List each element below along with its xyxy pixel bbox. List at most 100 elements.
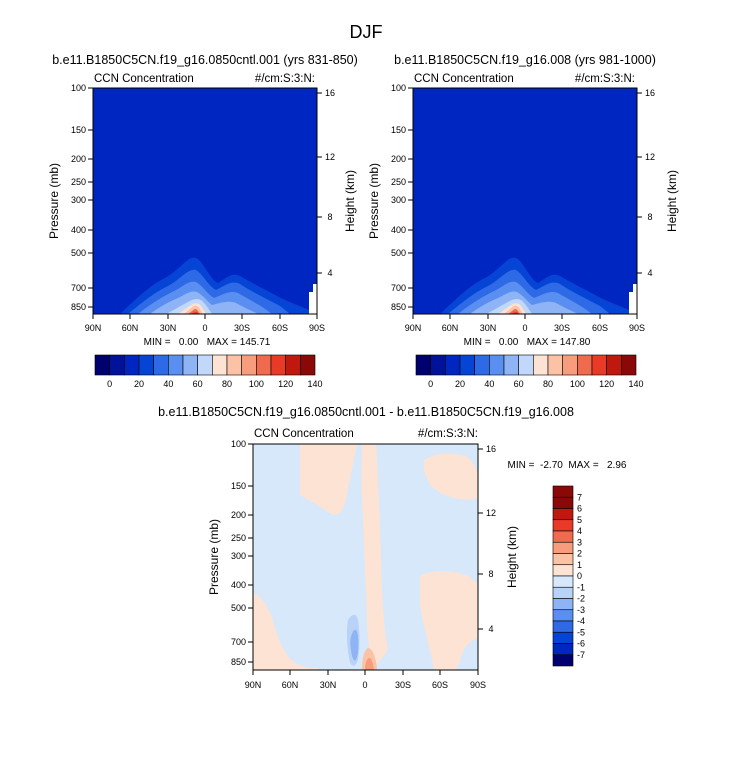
min-max-stats: MIN = 0.00 MAX = 145.71 bbox=[144, 337, 271, 348]
x-tick-label: 90N bbox=[245, 680, 262, 690]
x-tick-label: 60S bbox=[592, 323, 608, 333]
figure-title: DJF bbox=[350, 22, 383, 42]
y2-tick-label: 8 bbox=[488, 569, 493, 579]
x-tick-label: 30S bbox=[554, 323, 570, 333]
x-tick-label: 30S bbox=[234, 323, 250, 333]
y2-axis: 16 12 8 4 Height (km) bbox=[637, 88, 679, 278]
negative-region-core bbox=[350, 629, 359, 661]
min-max-stats: MIN = -2.70 MAX = 2.96 bbox=[508, 460, 627, 471]
contour-field bbox=[93, 88, 317, 314]
colorbar-swatch bbox=[552, 575, 574, 588]
y-tick-label: 300 bbox=[231, 551, 246, 561]
colorbar-label: 100 bbox=[249, 379, 264, 389]
colorbar-swatch bbox=[94, 354, 110, 376]
colorbar-swatch bbox=[552, 541, 574, 554]
y2-tick-label: 16 bbox=[486, 444, 496, 454]
colorbar-swatch bbox=[474, 354, 490, 376]
variable-label: CCN Concentration bbox=[94, 73, 194, 85]
colorbar-label: 0 bbox=[107, 379, 112, 389]
colorbar-label: -6 bbox=[577, 639, 585, 649]
colorbar-swatch bbox=[547, 354, 563, 376]
x-tick-label: 60N bbox=[442, 323, 459, 333]
colorbar-swatch bbox=[518, 354, 534, 376]
x-axis: 90N 60N 30N 0 30S 60S 90S bbox=[405, 314, 645, 333]
positive-region-north bbox=[253, 592, 318, 670]
colorbar-swatch bbox=[430, 354, 446, 376]
positive-region-southern-low bbox=[420, 570, 478, 670]
y2-tick-label: 16 bbox=[325, 88, 335, 98]
units-label: #/cm:S:3:N: bbox=[418, 428, 478, 440]
y2-tick-label: 4 bbox=[488, 624, 493, 634]
colorbar-label: 80 bbox=[222, 379, 232, 389]
colorbar-swatch bbox=[552, 586, 574, 599]
colorbar-swatch bbox=[552, 508, 574, 521]
colorbar-label: 20 bbox=[455, 379, 465, 389]
colorbar-swatch bbox=[256, 354, 272, 376]
x-tick-label: 60S bbox=[272, 323, 288, 333]
y-axis: 100 150 200 250 300 400 500 700 850 Pres… bbox=[367, 83, 413, 312]
y-tick-label: 400 bbox=[71, 225, 86, 235]
y-tick-label: 700 bbox=[391, 283, 406, 293]
colorbar-label: 4 bbox=[577, 526, 582, 536]
colorbar-label: 40 bbox=[484, 379, 494, 389]
missing-data-mask-step bbox=[313, 284, 317, 292]
panel-control: b.e11.B1850C5CN.f19_g16.0850cntl.001 (yr… bbox=[47, 53, 358, 389]
y-tick-label: 150 bbox=[71, 125, 86, 135]
x-tick-label: 30N bbox=[320, 680, 337, 690]
colorbar-label: 2 bbox=[577, 549, 582, 559]
contour-field bbox=[413, 88, 637, 314]
colorbar-label: 0 bbox=[577, 571, 582, 581]
colorbar-swatch bbox=[226, 354, 242, 376]
colorbar-label: 3 bbox=[577, 537, 582, 547]
colorbar-label: 120 bbox=[599, 379, 614, 389]
x-tick-label: 30N bbox=[160, 323, 177, 333]
x-axis: 90N 60N 30N 0 30S 60S 90S bbox=[245, 670, 486, 690]
colorbar-swatch bbox=[197, 354, 213, 376]
colorbar-label: -7 bbox=[577, 650, 585, 660]
y-axis-title: Pressure (mb) bbox=[367, 163, 381, 239]
colorbar-swatch bbox=[285, 354, 301, 376]
y-tick-label: 100 bbox=[231, 439, 246, 449]
colorbar-swatch bbox=[109, 354, 125, 376]
y-tick-label: 850 bbox=[231, 657, 246, 667]
colorbar-swatch bbox=[445, 354, 461, 376]
colorbar-label: -1 bbox=[577, 582, 585, 592]
y-tick-label: 250 bbox=[231, 533, 246, 543]
units-label: #/cm:S:3:N: bbox=[575, 73, 635, 85]
y2-axis-title: Height (km) bbox=[505, 526, 519, 588]
x-tick-label: 30N bbox=[480, 323, 497, 333]
colorbar-swatch bbox=[533, 354, 549, 376]
missing-data-mask bbox=[309, 292, 317, 314]
colorbar-swatch bbox=[621, 354, 637, 376]
colorbar-swatch bbox=[552, 643, 574, 656]
y-axis-title: Pressure (mb) bbox=[47, 163, 61, 239]
colorbar-swatch bbox=[138, 354, 154, 376]
x-axis: 90N 60N 30N 0 30S 60S 90S bbox=[85, 314, 325, 333]
missing-data-mask bbox=[629, 292, 637, 314]
panel-difference: b.e11.B1850C5CN.f19_g16.0850cntl.001 - b… bbox=[158, 405, 627, 690]
colorbar-label: 1 bbox=[577, 560, 582, 570]
colorbar-label: 5 bbox=[577, 515, 582, 525]
missing-data-mask-step bbox=[633, 284, 637, 292]
x-tick-label: 90S bbox=[629, 323, 645, 333]
y-tick-label: 850 bbox=[391, 302, 406, 312]
y2-tick-label: 12 bbox=[486, 508, 496, 518]
x-tick-label: 60S bbox=[432, 680, 448, 690]
x-tick-label: 0 bbox=[522, 323, 527, 333]
panel-title: b.e11.B1850C5CN.f19_g16.0850cntl.001 (yr… bbox=[52, 53, 358, 67]
units-label: #/cm:S:3:N: bbox=[255, 73, 315, 85]
colorbar-swatch bbox=[182, 354, 198, 376]
y-tick-label: 200 bbox=[231, 510, 246, 520]
colorbar-swatch bbox=[606, 354, 622, 376]
colorbar-label: 60 bbox=[193, 379, 203, 389]
y-tick-label: 500 bbox=[231, 603, 246, 613]
colorbar-swatch bbox=[459, 354, 475, 376]
y-tick-label: 700 bbox=[71, 283, 86, 293]
colorbar-label: 6 bbox=[577, 504, 582, 514]
colorbar-swatch bbox=[153, 354, 169, 376]
colorbar-label: -5 bbox=[577, 627, 585, 637]
y-tick-label: 100 bbox=[391, 83, 406, 93]
y2-tick-label: 8 bbox=[647, 212, 652, 222]
